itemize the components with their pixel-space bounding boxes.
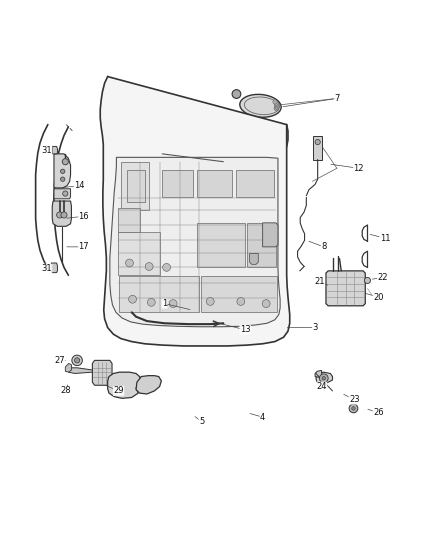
Text: 16: 16 <box>78 212 89 221</box>
Text: 22: 22 <box>378 273 388 282</box>
Bar <box>122 377 126 381</box>
Circle shape <box>352 407 355 410</box>
Text: 29: 29 <box>113 386 124 395</box>
Text: 21: 21 <box>314 277 325 286</box>
Circle shape <box>275 102 279 107</box>
Polygon shape <box>197 223 245 266</box>
Circle shape <box>273 100 277 104</box>
Bar <box>122 386 126 390</box>
Polygon shape <box>118 207 141 231</box>
Circle shape <box>319 374 328 383</box>
Polygon shape <box>121 161 149 210</box>
Circle shape <box>162 263 170 271</box>
Text: 28: 28 <box>61 386 71 395</box>
Circle shape <box>60 169 65 174</box>
Polygon shape <box>110 157 280 327</box>
Circle shape <box>60 177 65 181</box>
Bar <box>111 386 116 390</box>
Text: 7: 7 <box>334 94 339 103</box>
Polygon shape <box>201 276 277 312</box>
Polygon shape <box>237 171 274 197</box>
Circle shape <box>315 140 320 144</box>
Polygon shape <box>68 368 92 374</box>
Polygon shape <box>100 77 290 346</box>
Bar <box>117 386 121 390</box>
Polygon shape <box>118 232 160 275</box>
Ellipse shape <box>128 235 144 259</box>
Polygon shape <box>54 154 71 188</box>
Text: 4: 4 <box>260 413 265 422</box>
Polygon shape <box>197 171 232 197</box>
Polygon shape <box>136 376 161 394</box>
Circle shape <box>129 295 137 303</box>
Text: 14: 14 <box>74 181 85 190</box>
Polygon shape <box>51 263 57 272</box>
Text: 31: 31 <box>41 146 52 155</box>
Text: 8: 8 <box>321 243 326 252</box>
Ellipse shape <box>131 381 140 390</box>
Polygon shape <box>92 360 112 385</box>
Circle shape <box>126 259 134 267</box>
Text: 3: 3 <box>312 323 318 332</box>
Text: 13: 13 <box>240 325 251 334</box>
Text: 26: 26 <box>373 408 384 417</box>
Polygon shape <box>127 171 145 202</box>
Circle shape <box>63 191 68 196</box>
Circle shape <box>72 355 82 366</box>
Text: 17: 17 <box>78 243 89 252</box>
Text: 20: 20 <box>373 293 384 302</box>
Circle shape <box>232 90 241 99</box>
Circle shape <box>62 159 68 165</box>
Circle shape <box>145 263 153 270</box>
Bar <box>122 382 126 385</box>
Polygon shape <box>119 276 199 312</box>
Circle shape <box>169 300 177 308</box>
Bar <box>111 382 116 385</box>
Polygon shape <box>315 370 321 378</box>
Circle shape <box>322 376 325 380</box>
Circle shape <box>206 297 214 305</box>
Text: 11: 11 <box>380 233 390 243</box>
Bar <box>117 377 121 381</box>
Polygon shape <box>108 372 141 398</box>
Polygon shape <box>162 171 193 197</box>
Circle shape <box>262 300 270 308</box>
Polygon shape <box>326 271 365 306</box>
Polygon shape <box>247 223 276 266</box>
Bar <box>117 382 121 385</box>
Circle shape <box>61 212 67 218</box>
Ellipse shape <box>143 379 154 388</box>
Text: 5: 5 <box>199 417 204 426</box>
Text: 1: 1 <box>162 299 167 308</box>
Polygon shape <box>52 201 71 227</box>
Text: 27: 27 <box>54 356 65 365</box>
Circle shape <box>349 404 358 413</box>
Text: 23: 23 <box>349 395 360 404</box>
Circle shape <box>274 106 278 111</box>
Polygon shape <box>316 372 332 384</box>
Circle shape <box>274 101 278 106</box>
Text: 12: 12 <box>353 164 364 173</box>
Circle shape <box>364 277 371 284</box>
Circle shape <box>74 358 80 363</box>
Polygon shape <box>250 253 258 264</box>
Bar <box>111 377 116 381</box>
Circle shape <box>57 212 63 218</box>
Polygon shape <box>65 364 71 372</box>
Circle shape <box>237 297 245 305</box>
Polygon shape <box>263 223 278 247</box>
Circle shape <box>275 103 279 108</box>
Polygon shape <box>52 147 57 154</box>
Text: 31: 31 <box>41 264 52 273</box>
Text: 24: 24 <box>316 382 327 391</box>
Circle shape <box>275 105 279 109</box>
Bar <box>313 135 322 159</box>
Polygon shape <box>54 189 71 199</box>
Circle shape <box>148 298 155 306</box>
Ellipse shape <box>240 94 281 117</box>
